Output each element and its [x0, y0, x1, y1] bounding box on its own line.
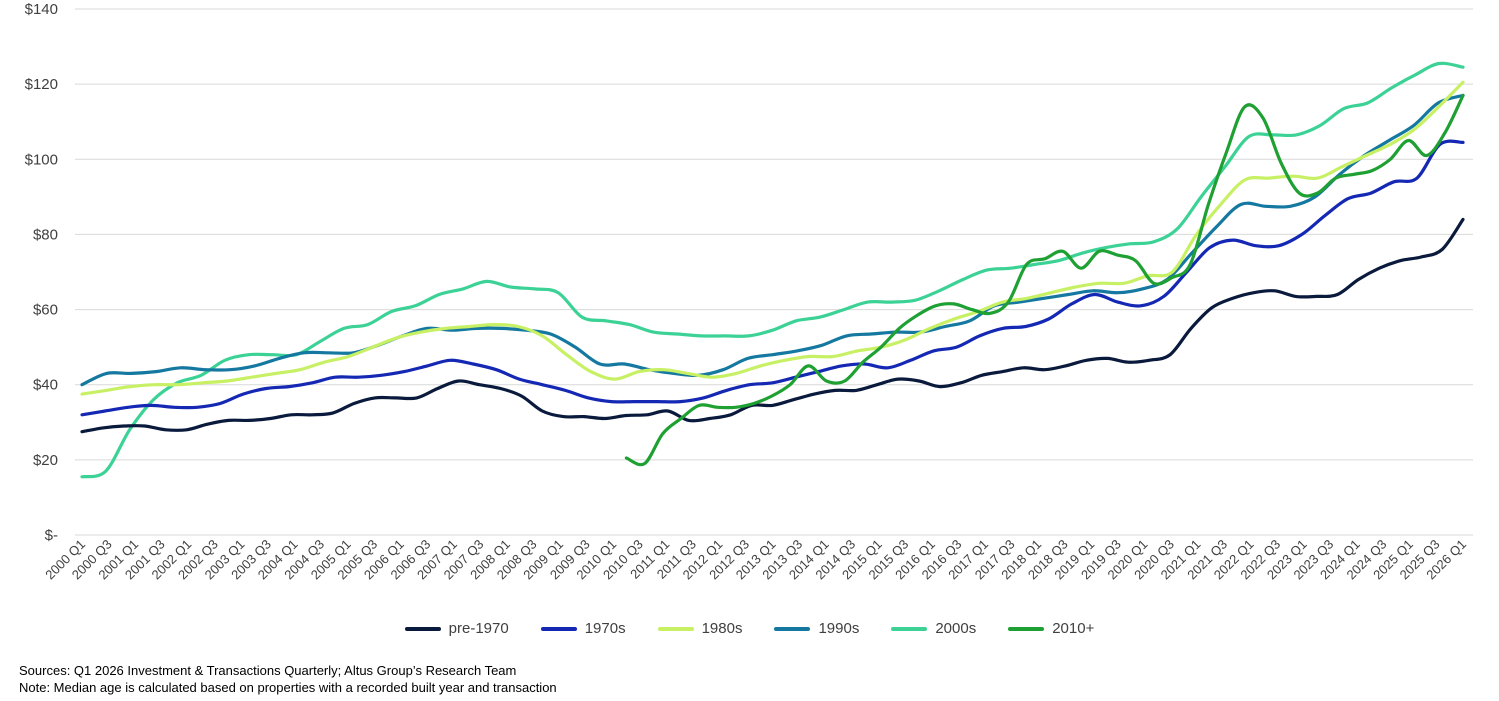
series-line-1990s — [80, 93, 1465, 387]
y-tick-label: $20 — [33, 452, 58, 469]
series-line-2010-plus — [624, 93, 1465, 467]
series-line-1970s — [80, 139, 1465, 417]
y-tick-label: $40 — [33, 377, 58, 394]
legend-swatch — [1008, 626, 1045, 631]
y-tick-label: $140 — [25, 1, 58, 18]
legend-swatch — [657, 626, 694, 631]
y-tick-label: $- — [45, 527, 58, 544]
sources-text: Sources: Q1 2026 Investment & Transactio… — [19, 663, 517, 678]
legend-label: 2010+ — [1052, 620, 1095, 637]
legend-swatch — [891, 626, 928, 631]
legend-item-1980s: 1980s — [657, 620, 743, 637]
legend-label: 2000s — [935, 620, 977, 637]
legend-label: pre-1970 — [448, 620, 509, 637]
legend-swatch — [540, 626, 577, 631]
series-lines — [80, 61, 1465, 479]
legend-item-1970s: 1970s — [540, 620, 626, 637]
legend-item-1990s: 1990s — [774, 620, 859, 637]
series-line-1980s — [80, 80, 1465, 396]
gridlines — [75, 8, 1473, 536]
legend-item-2000s: 2000s — [891, 620, 976, 637]
legend-item-2010-plus: 2010+ — [1008, 620, 1094, 637]
y-axis-ticks: $- $20 $40 $60 $80 $100 $120 $140 — [25, 1, 58, 544]
legend-swatch — [774, 626, 811, 631]
series-line-pre-1970 — [80, 217, 1465, 434]
y-tick-label: $120 — [25, 76, 58, 93]
legend-label: 1970s — [584, 620, 626, 637]
legend-item-pre-1970: pre-1970 — [404, 620, 509, 637]
note-text: Note: Median age is calculated based on … — [19, 680, 557, 695]
y-tick-label: $80 — [33, 226, 58, 243]
y-tick-label: $100 — [25, 151, 58, 168]
legend-label: 1980s — [701, 620, 743, 637]
legend-swatch — [404, 626, 441, 631]
y-tick-label: $60 — [33, 302, 58, 319]
legend-label: 1990s — [818, 620, 860, 637]
legend: pre-1970 1970s 1980s 1990s 2000s 2010+ — [0, 620, 1499, 637]
chart-notes: Sources: Q1 2026 Investment & Transactio… — [19, 662, 557, 696]
series-line-2000s — [80, 61, 1465, 479]
